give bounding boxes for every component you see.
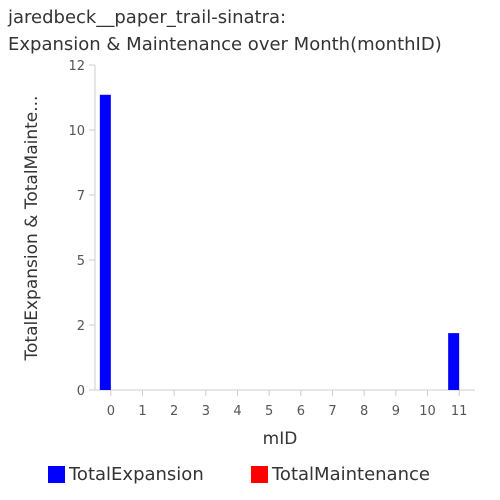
y-tick-label: 0 <box>77 384 85 399</box>
y-tick-label: 5 <box>77 254 85 269</box>
x-tick-label: 3 <box>202 404 210 419</box>
bar-totalexpansion <box>99 94 111 391</box>
y-tick-label: 7 <box>77 189 85 204</box>
x-tick-label: 1 <box>138 404 146 419</box>
legend-item-total-maintenance: TotalMaintenance <box>251 464 430 485</box>
legend-label-total-expansion: TotalExpansion <box>69 464 204 485</box>
legend: TotalExpansion TotalMaintenance <box>0 464 500 492</box>
x-tick-label: 8 <box>360 404 368 419</box>
x-tick-label: 6 <box>297 404 305 419</box>
x-tick-label: 0 <box>107 404 115 419</box>
legend-swatch-total-maintenance <box>251 466 268 483</box>
x-tick-label: 7 <box>328 404 336 419</box>
y-tick-label: 12 <box>68 59 85 74</box>
x-tick-label: 10 <box>419 404 436 419</box>
legend-label-total-maintenance: TotalMaintenance <box>272 464 430 485</box>
x-tick-label: 4 <box>233 404 241 419</box>
legend-swatch-total-expansion <box>48 466 65 483</box>
y-tick-label: 2 <box>77 319 85 334</box>
bar-totalexpansion <box>448 333 460 390</box>
y-axis-title: TotalExpansion & TotalMainte... <box>22 96 42 362</box>
x-tick-label: 11 <box>451 404 468 419</box>
chart-title-line-2: Expansion & Maintenance over Month(month… <box>8 34 442 55</box>
chart-title: jaredbeck__paper_trail-sinatra: Expansio… <box>8 4 442 58</box>
x-axis-title: mID <box>263 429 298 449</box>
x-tick-label: 9 <box>392 404 400 419</box>
x-tick-label: 5 <box>265 404 273 419</box>
y-tick-label: 10 <box>68 124 85 139</box>
x-tick-label: 2 <box>170 404 178 419</box>
chart-title-line-1: jaredbeck__paper_trail-sinatra: <box>8 7 287 28</box>
legend-item-total-expansion: TotalExpansion <box>48 464 204 485</box>
